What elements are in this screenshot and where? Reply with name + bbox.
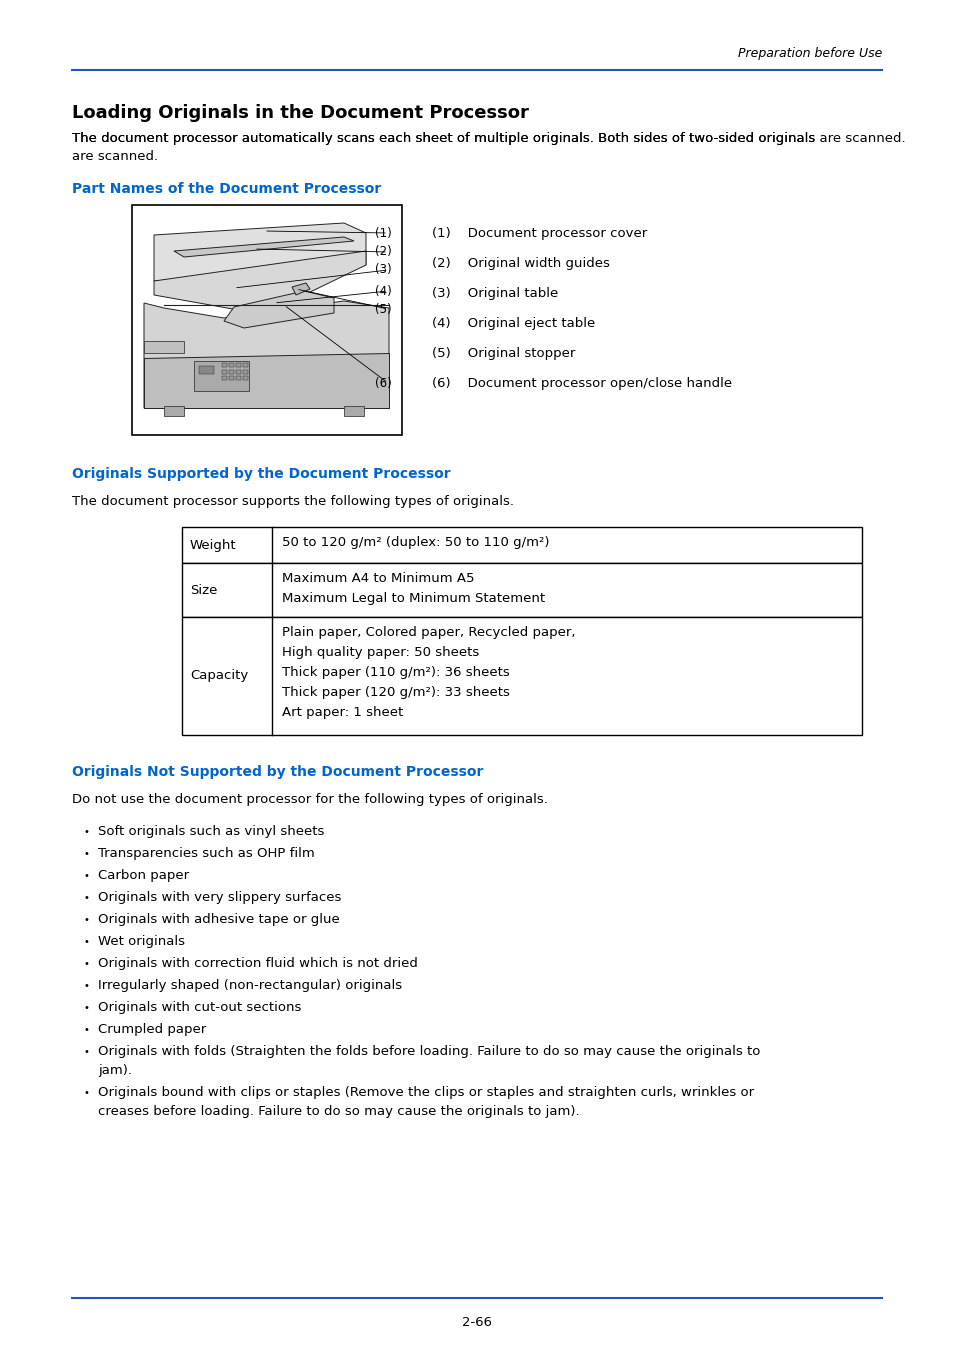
Text: Crumpled paper: Crumpled paper	[98, 1023, 206, 1035]
Text: •: •	[83, 828, 89, 837]
Text: •: •	[83, 1088, 89, 1098]
Text: The document processor automatically scans each sheet of multiple originals. Bot: The document processor automatically sca…	[71, 132, 815, 144]
Polygon shape	[224, 292, 334, 328]
Text: Do not use the document processor for the following types of originals.: Do not use the document processor for th…	[71, 792, 547, 806]
Text: Originals with adhesive tape or glue: Originals with adhesive tape or glue	[98, 913, 339, 926]
Bar	[182, 617, 862, 734]
Text: Transparencies such as OHP film: Transparencies such as OHP film	[98, 846, 314, 860]
Text: are scanned.: are scanned.	[71, 150, 158, 163]
Text: Loading Originals in the Document Processor: Loading Originals in the Document Proces…	[71, 104, 528, 122]
Text: •: •	[83, 1025, 89, 1035]
Text: (5)    Original stopper: (5) Original stopper	[432, 347, 575, 360]
Text: (1): (1)	[375, 227, 392, 239]
Bar	[144, 342, 184, 352]
Text: Art paper: 1 sheet: Art paper: 1 sheet	[282, 706, 403, 720]
Text: High quality paper: 50 sheets: High quality paper: 50 sheets	[282, 647, 478, 659]
Text: (2)    Original width guides: (2) Original width guides	[432, 256, 609, 270]
Text: Capacity: Capacity	[190, 670, 248, 683]
Bar	[222, 370, 227, 374]
Text: (4)    Original eject table: (4) Original eject table	[432, 317, 595, 329]
Text: jam).: jam).	[98, 1064, 132, 1077]
Text: (2): (2)	[375, 246, 392, 258]
Text: Size: Size	[190, 583, 217, 597]
Bar	[243, 377, 248, 379]
Bar	[182, 563, 862, 617]
Text: creases before loading. Failure to do so may cause the originals to jam).: creases before loading. Failure to do so…	[98, 1106, 579, 1118]
Text: Originals Not Supported by the Document Processor: Originals Not Supported by the Document …	[71, 765, 483, 779]
Text: Originals with very slippery surfaces: Originals with very slippery surfaces	[98, 891, 341, 904]
Polygon shape	[153, 251, 366, 310]
Text: •: •	[83, 1003, 89, 1012]
Text: •: •	[83, 1048, 89, 1057]
Bar	[229, 363, 233, 367]
Text: •: •	[83, 849, 89, 859]
Bar	[199, 366, 213, 374]
Bar	[229, 370, 233, 374]
Polygon shape	[144, 301, 389, 408]
Text: Wet originals: Wet originals	[98, 936, 185, 948]
Bar	[193, 360, 249, 392]
Text: •: •	[83, 915, 89, 925]
Bar	[235, 377, 241, 379]
Text: Thick paper (120 g/m²): 33 sheets: Thick paper (120 g/m²): 33 sheets	[282, 686, 509, 699]
Bar	[182, 526, 862, 563]
Text: Originals Supported by the Document Processor: Originals Supported by the Document Proc…	[71, 467, 450, 481]
Bar	[235, 363, 241, 367]
Text: (6)    Document processor open/close handle: (6) Document processor open/close handle	[432, 377, 731, 390]
Text: 50 to 120 g/m² (duplex: 50 to 110 g/m²): 50 to 120 g/m² (duplex: 50 to 110 g/m²)	[282, 536, 549, 549]
Text: Originals with cut-out sections: Originals with cut-out sections	[98, 1000, 301, 1014]
Text: Preparation before Use: Preparation before Use	[737, 47, 882, 59]
Text: Maximum Legal to Minimum Statement: Maximum Legal to Minimum Statement	[282, 593, 544, 605]
Text: Part Names of the Document Processor: Part Names of the Document Processor	[71, 182, 381, 196]
Text: •: •	[83, 892, 89, 903]
Text: (1)    Document processor cover: (1) Document processor cover	[432, 227, 646, 240]
Text: (4): (4)	[375, 285, 392, 297]
Text: Weight: Weight	[190, 539, 236, 552]
Bar	[243, 370, 248, 374]
Text: Originals with folds (Straighten the folds before loading. Failure to do so may : Originals with folds (Straighten the fol…	[98, 1045, 760, 1058]
Text: The document processor automatically scans each sheet of multiple originals. Bot: The document processor automatically sca…	[71, 132, 904, 144]
Bar	[222, 363, 227, 367]
Text: Originals bound with clips or staples (Remove the clips or staples and straighte: Originals bound with clips or staples (R…	[98, 1085, 753, 1099]
Polygon shape	[173, 238, 354, 256]
Text: (3): (3)	[375, 263, 392, 277]
Bar	[235, 370, 241, 374]
Text: (5): (5)	[375, 302, 392, 316]
Text: (3)    Original table: (3) Original table	[432, 288, 558, 300]
Text: Plain paper, Colored paper, Recycled paper,: Plain paper, Colored paper, Recycled pap…	[282, 626, 575, 639]
Bar	[164, 406, 184, 416]
Polygon shape	[153, 223, 366, 281]
Bar	[344, 406, 364, 416]
Text: Soft originals such as vinyl sheets: Soft originals such as vinyl sheets	[98, 825, 324, 838]
Bar	[229, 377, 233, 379]
Text: Carbon paper: Carbon paper	[98, 869, 189, 882]
Bar	[132, 205, 401, 435]
Polygon shape	[144, 352, 389, 408]
Text: Thick paper (110 g/m²): 36 sheets: Thick paper (110 g/m²): 36 sheets	[282, 666, 509, 679]
Text: •: •	[83, 937, 89, 946]
Text: •: •	[83, 981, 89, 991]
Text: 2-66: 2-66	[461, 1316, 492, 1328]
Text: The document processor supports the following types of originals.: The document processor supports the foll…	[71, 495, 514, 508]
Text: •: •	[83, 958, 89, 969]
Text: •: •	[83, 871, 89, 882]
Text: Originals with correction fluid which is not dried: Originals with correction fluid which is…	[98, 957, 417, 971]
Text: Irregularly shaped (non-rectangular) originals: Irregularly shaped (non-rectangular) ori…	[98, 979, 402, 992]
Bar	[243, 363, 248, 367]
Text: (6): (6)	[375, 377, 392, 390]
Polygon shape	[292, 284, 310, 296]
Text: Maximum A4 to Minimum A5: Maximum A4 to Minimum A5	[282, 572, 474, 585]
Bar	[222, 377, 227, 379]
